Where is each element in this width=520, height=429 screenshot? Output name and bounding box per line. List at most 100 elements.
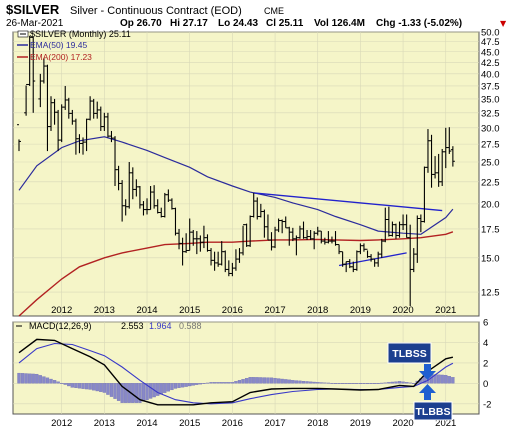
histogram-bar <box>383 382 387 384</box>
histogram-bar <box>394 381 398 384</box>
price-legend: $SILVER (Monthly) 25.11 EMA(50) 19.45 EM… <box>17 29 131 62</box>
histogram-bar <box>212 382 217 384</box>
histogram-bar <box>35 373 39 384</box>
price-tick-label: 15.0 <box>481 253 500 264</box>
tlbbs-annotation: TLBBS <box>413 384 453 421</box>
price-bar <box>450 146 455 167</box>
histogram-bar <box>404 382 409 384</box>
histogram-bar <box>351 383 355 384</box>
close-value: Cl 25.11 <box>266 18 304 29</box>
open-value: Op 26.70 <box>120 18 162 29</box>
histogram-bar <box>134 383 139 403</box>
histogram-bar <box>159 383 163 395</box>
histogram-bar <box>81 383 85 389</box>
ema50-line <box>18 136 454 235</box>
histogram-bar <box>156 383 160 396</box>
histogram-bar <box>444 375 448 384</box>
histogram-bar <box>45 377 50 384</box>
histogram-bar <box>355 383 359 384</box>
price-axis-ticks: 12.5 15.0 17.5 20.0 22.5 25.0 27.5 30.0 32.5 35.0… <box>481 28 500 299</box>
histogram-bar <box>230 382 235 384</box>
histogram-bar <box>291 380 295 384</box>
histogram-bar <box>180 383 185 388</box>
histogram-bar <box>340 383 345 384</box>
histogram-bar <box>252 377 256 384</box>
legend-price: $SILVER (Monthly) 25.11 <box>30 29 131 39</box>
histogram-bar <box>223 382 227 384</box>
histogram-bar <box>262 377 267 384</box>
ema200-line <box>18 231 454 317</box>
price-tick-label: 17.5 <box>481 224 500 235</box>
histogram-bar <box>88 383 92 390</box>
year-tick-label: 2018 <box>307 305 328 316</box>
histogram-bar <box>319 382 323 384</box>
volume-value: Vol 126.4M <box>314 18 365 29</box>
price-tick-label: 45.0 <box>481 47 500 58</box>
histogram-bar <box>284 379 288 384</box>
price-tick-label: 25.0 <box>481 158 500 169</box>
histogram-bar <box>24 373 28 384</box>
chart-exchange: CME <box>264 6 284 16</box>
low-value: Lo 24.43 <box>218 18 258 29</box>
histogram-bar <box>202 383 206 384</box>
ema50-layer <box>18 136 454 235</box>
year-tick-label: 2015 <box>179 305 200 316</box>
histogram-bar <box>92 383 96 391</box>
histogram-bar <box>84 383 89 390</box>
histogram-bar <box>63 383 67 385</box>
histogram-bar <box>60 382 64 384</box>
histogram-bar <box>205 382 210 384</box>
price-tick-label: 20.0 <box>481 199 500 210</box>
histogram-bar <box>52 380 57 384</box>
histogram-bar <box>173 383 178 389</box>
year-tick-label: 2019 <box>350 305 371 316</box>
macd-tick-label: 2 <box>483 358 488 369</box>
histogram-bar <box>49 378 53 384</box>
histogram-bar <box>269 377 274 384</box>
signal-value: 1.964 <box>149 321 172 331</box>
histogram-bar <box>163 383 167 393</box>
macd-line <box>18 338 454 406</box>
histogram-bar <box>56 381 60 384</box>
histogram-bar <box>138 383 142 403</box>
histogram-bar <box>70 383 74 388</box>
price-bar <box>17 124 21 152</box>
histogram-bar <box>220 382 224 384</box>
histogram-bar <box>365 383 370 384</box>
year-tick-label: 2014 <box>136 418 157 429</box>
histogram-bar <box>99 383 103 392</box>
histogram-bar <box>248 377 252 384</box>
histogram-bar <box>294 380 299 384</box>
histogram-bar <box>237 380 242 384</box>
histogram-bar <box>67 383 71 387</box>
histogram-bar <box>397 381 402 384</box>
histogram-bar <box>255 377 259 384</box>
histogram-bar <box>408 382 412 384</box>
year-tick-label: 2017 <box>264 305 285 316</box>
histogram-bar <box>333 383 338 384</box>
histogram-bar <box>227 382 231 384</box>
year-tick-label: 2012 <box>51 305 72 316</box>
histogram-bar <box>390 381 395 384</box>
histogram-bar <box>170 383 174 391</box>
macd-tick-label: -2 <box>483 399 491 410</box>
year-tick-label: 2020 <box>393 305 414 316</box>
price-tick-label: 37.5 <box>481 81 500 92</box>
year-tick-label: 2013 <box>94 418 115 429</box>
trendline <box>253 192 443 212</box>
histogram-bar <box>316 382 320 384</box>
price-bar <box>31 36 36 113</box>
year-tick-label: 2014 <box>136 305 157 316</box>
histogram-bar <box>344 383 348 384</box>
histogram-bar <box>31 373 35 384</box>
histogram-bar <box>234 381 238 384</box>
year-tick-label: 2016 <box>222 418 243 429</box>
price-tick-label: 50.0 <box>481 28 500 39</box>
histogram-bar <box>113 383 117 399</box>
price-tick-label: 30.0 <box>481 123 500 134</box>
histogram-bar <box>276 378 281 384</box>
macd-label: MACD(12,26,9) <box>29 321 92 331</box>
macd-panel <box>12 321 480 415</box>
year-tick-label: 2019 <box>350 418 371 429</box>
histogram-bar <box>195 383 199 385</box>
